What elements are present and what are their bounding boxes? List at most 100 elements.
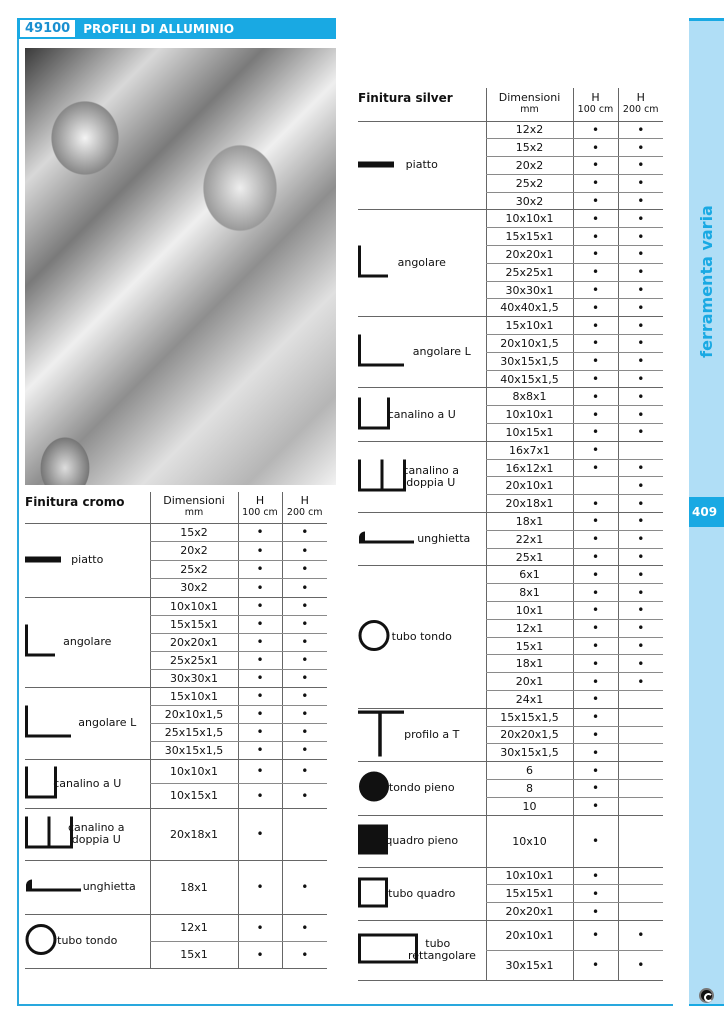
h200-availability: • bbox=[281, 669, 327, 688]
profile-canalino-a-doppia-u: canalino a doppia U bbox=[25, 808, 150, 861]
angle-icon bbox=[358, 245, 390, 281]
table-row: 22x1 • • bbox=[358, 530, 663, 549]
h200-availability: • bbox=[617, 601, 663, 620]
double-u-channel-icon bbox=[25, 816, 73, 852]
table-row: tubo tondo 12x1 • • bbox=[25, 914, 327, 969]
profile-name: tubo tondo bbox=[57, 934, 118, 947]
table-row: 40x15x1,5 • • bbox=[358, 370, 663, 389]
table-row: 30x30x1 • • bbox=[358, 281, 663, 300]
dimension-cell: 40x40x1,5 bbox=[485, 298, 573, 318]
h100-availability: • bbox=[572, 121, 618, 140]
profile-profilo-a-t: profilo a T bbox=[358, 708, 486, 763]
h100-availability: • bbox=[572, 352, 618, 371]
h100-availability: • bbox=[237, 687, 282, 706]
h100-availability: • bbox=[572, 779, 618, 798]
h200-availability: • bbox=[617, 565, 663, 585]
t-profile-icon bbox=[358, 710, 404, 759]
dimension-cell: 12x1 bbox=[149, 914, 238, 942]
dimension-cell: 20x10x1,5 bbox=[149, 705, 238, 724]
profile-name: profilo a T bbox=[404, 727, 460, 741]
h200-availability: • bbox=[281, 783, 327, 809]
h100-availability: • bbox=[572, 867, 618, 886]
h100-availability: • bbox=[237, 723, 282, 742]
profile-quadro-pieno: quadro pieno bbox=[358, 815, 486, 868]
table-row: profilo a T 15x15x1,5 • bbox=[358, 708, 663, 763]
h200-availability: • bbox=[617, 245, 663, 264]
dimension-cell: 30x15x1,5 bbox=[485, 743, 573, 763]
table-row: tubo quadro 10x10x1 • bbox=[358, 867, 663, 921]
h200-availability: • bbox=[281, 941, 327, 969]
h100-availability: • bbox=[572, 920, 618, 951]
h100-availability: • bbox=[572, 902, 618, 921]
h100-availability: • bbox=[237, 578, 282, 598]
dimension-cell: 20x20x1 bbox=[149, 633, 238, 652]
h200-availability: • bbox=[617, 387, 663, 407]
round-tube-icon bbox=[358, 620, 390, 655]
dimension-cell: 20x20x1,5 bbox=[485, 726, 573, 745]
h200-availability bbox=[617, 761, 663, 780]
h100-availability: • bbox=[237, 633, 282, 652]
u-channel-icon bbox=[25, 766, 57, 801]
table-row: piatto 12x2 • • bbox=[358, 121, 663, 211]
profile-piatto: piatto bbox=[25, 523, 150, 598]
table-row: angolare 10x10x1 • • bbox=[358, 209, 663, 318]
finish-title: Finitura silver bbox=[358, 88, 486, 122]
table-row: 25x25x1 • • bbox=[358, 263, 663, 282]
h200-availability: • bbox=[281, 615, 327, 634]
h200-availability: • bbox=[617, 281, 663, 300]
h200-availability: • bbox=[617, 654, 663, 674]
profile-canalino-a-doppia-u: canalino a doppia U bbox=[358, 441, 486, 514]
u-channel-icon bbox=[358, 397, 390, 432]
table-row: 40x40x1,5 • • bbox=[358, 298, 663, 318]
h100-availability: • bbox=[572, 690, 618, 709]
dimension-cell: 25x25x1 bbox=[149, 651, 238, 670]
h100-availability: • bbox=[572, 743, 618, 763]
profile-canalino-a-u: canalino a U bbox=[358, 387, 486, 442]
dimension-cell: 15x10x1 bbox=[485, 316, 573, 336]
h100-availability: • bbox=[572, 209, 618, 229]
category-label: ferramenta varia bbox=[697, 204, 716, 358]
solid-square-icon bbox=[358, 824, 388, 858]
h200-availability bbox=[617, 867, 663, 886]
profile-tondo-pieno: tondo pieno bbox=[358, 761, 486, 816]
profile-canalino-a-u: canalino a U bbox=[25, 759, 150, 809]
dimension-cell: 10x1 bbox=[485, 601, 573, 620]
dimension-cell: 10x15x1 bbox=[149, 783, 238, 809]
edge-trim-icon bbox=[358, 531, 414, 548]
dimension-cell: 10x10x1 bbox=[149, 597, 238, 616]
h100-availability: • bbox=[237, 560, 282, 579]
table-row: 20x18x1 • • bbox=[358, 494, 663, 514]
h100-availability: • bbox=[237, 941, 282, 969]
table-row: 25x2 • • bbox=[358, 174, 663, 193]
h100-availability: • bbox=[237, 783, 282, 809]
profile-name: piatto bbox=[71, 553, 104, 566]
dimension-cell: 10x10x1 bbox=[485, 867, 573, 886]
h200-availability: • bbox=[617, 950, 663, 981]
table-row: 20x20x1 • • bbox=[358, 245, 663, 264]
table-row: 20x10x1,5 • • bbox=[25, 705, 327, 724]
table-row: 10 • bbox=[358, 797, 663, 816]
dimension-cell: 30x30x1 bbox=[149, 669, 238, 688]
dimension-cell: 18x1 bbox=[485, 654, 573, 674]
h100-availability: • bbox=[572, 654, 618, 674]
h100-availability: • bbox=[237, 597, 282, 616]
h100-availability: • bbox=[572, 174, 618, 193]
dimension-cell: 20x1 bbox=[485, 672, 573, 691]
h200-availability: • bbox=[281, 633, 327, 652]
flat-bar-icon bbox=[358, 159, 394, 172]
dimension-cell: 15x2 bbox=[149, 523, 238, 542]
profile-name: tubo tondo bbox=[391, 630, 452, 644]
h200-availability: • bbox=[617, 494, 663, 514]
profile-angolare-l: angolare L bbox=[358, 316, 486, 389]
h200-availability: • bbox=[281, 914, 327, 942]
h100-availability: • bbox=[572, 263, 618, 282]
h100-availability: • bbox=[572, 672, 618, 691]
h100-availability: • bbox=[572, 298, 618, 318]
h100-availability: • bbox=[237, 541, 282, 561]
table-row: 24x1 • bbox=[358, 690, 663, 709]
h200-availability: • bbox=[617, 263, 663, 282]
h100-availability: • bbox=[572, 334, 618, 353]
h100-availability: • bbox=[572, 548, 618, 567]
h200-availability bbox=[617, 743, 663, 763]
table-row: 20x20x1 • bbox=[358, 902, 663, 921]
